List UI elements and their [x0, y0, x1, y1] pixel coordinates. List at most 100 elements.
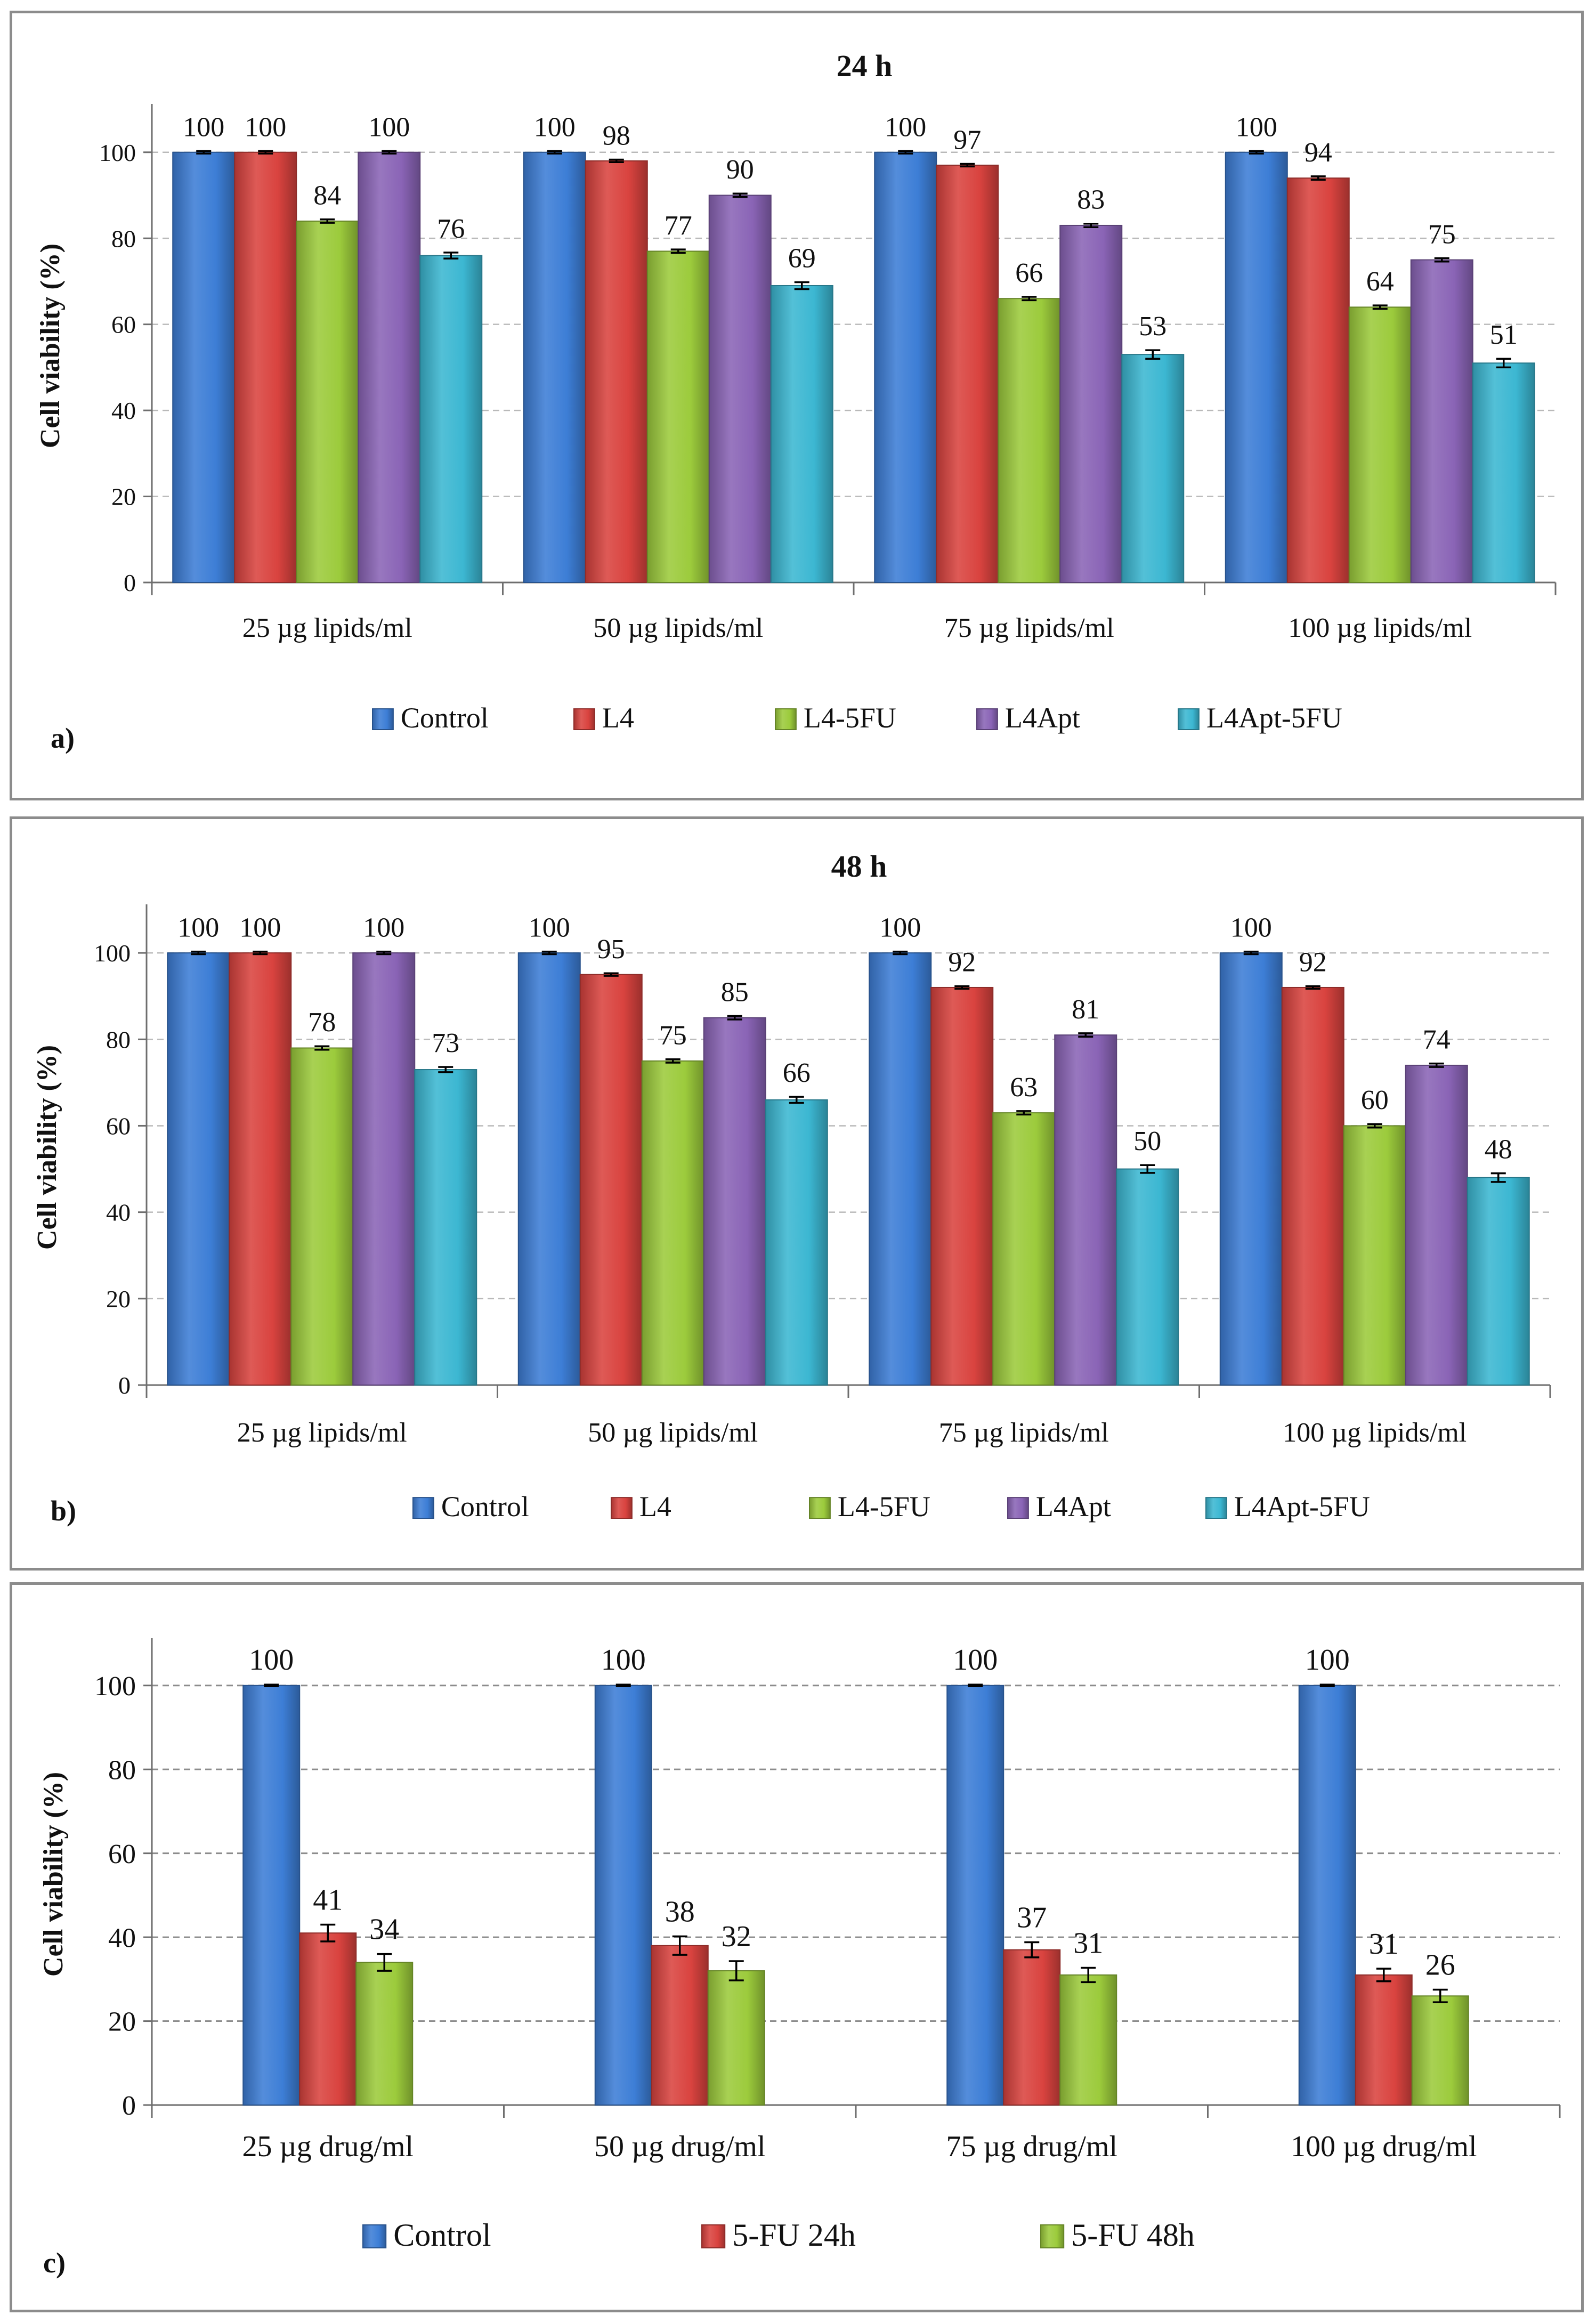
data-label: 63 [1010, 1072, 1038, 1103]
data-label: 100 [953, 1644, 998, 1677]
legend-swatch [701, 2224, 726, 2249]
legend-entry: L4Apt [1036, 1491, 1111, 1523]
bar-5-fu-24h [1355, 1974, 1413, 2106]
bar-control [946, 1685, 1004, 2106]
legend-swatch [372, 708, 394, 730]
bar-l4-5fu [1343, 1125, 1406, 1386]
legend-swatch [362, 2224, 387, 2249]
bar-l4 [1286, 177, 1350, 583]
data-label: 74 [1423, 1025, 1451, 1055]
bar-l4apt-5fu [1472, 362, 1535, 583]
bar-l4 [579, 974, 643, 1386]
data-label: 100 [534, 112, 576, 142]
bar-control [523, 151, 586, 583]
x-tick-label: 50 µg lipids/ml [588, 1418, 758, 1448]
y-axis-label: Cell viability (%) [35, 244, 66, 448]
legend-swatch [611, 1497, 633, 1519]
data-label: 26 [1425, 1949, 1455, 1982]
chart-panel-b: 48 h 0 20 40 60 80 100 Cell viability (%) 100 100… [10, 816, 1584, 1571]
bar-5-fu-48h [707, 1970, 765, 2106]
bar-l4apt-5fu [1121, 354, 1185, 583]
bar-l4-5fu [296, 220, 359, 583]
bar-control [1298, 1685, 1356, 2106]
legend-swatch [573, 708, 595, 730]
bar-control [517, 952, 581, 1386]
y-axis-label: Cell viability (%) [32, 1045, 62, 1250]
legend-entry: L4-5FU [838, 1491, 930, 1523]
legend-entry: Control [441, 1491, 529, 1523]
bar-l4apt [1059, 224, 1123, 583]
data-label: 92 [948, 948, 976, 978]
bar-l4 [229, 952, 292, 1386]
y-tick-label: 60 [106, 1113, 131, 1140]
x-tick-label: 100 µg drug/ml [1291, 2130, 1477, 2163]
y-tick-label: 80 [111, 225, 136, 252]
bar-l4 [936, 164, 999, 584]
bar-l4 [234, 151, 297, 583]
chart-a-svg: 24 h 0 20 40 60 80 100 Cell viability (%) 100 100… [35, 48, 1557, 754]
bar-l4-5fu [641, 1060, 704, 1386]
legend-entry: L4Apt [1005, 702, 1080, 734]
data-label: 100 [1236, 112, 1277, 142]
bar-l4apt [708, 195, 772, 584]
data-label: 60 [1361, 1085, 1389, 1115]
data-label: 41 [313, 1883, 343, 1916]
x-tick-label: 100 µg lipids/ml [1283, 1418, 1467, 1448]
bar-l4apt-5fu [414, 1069, 477, 1386]
y-tick-label: 20 [106, 1285, 131, 1313]
bar-control [874, 151, 937, 583]
bar-l4apt [1410, 259, 1473, 583]
bar-l4apt [352, 952, 416, 1386]
data-label: 83 [1077, 185, 1105, 215]
y-axis-label: Cell viability (%) [38, 1772, 69, 1977]
bar-l4apt-5fu [770, 285, 833, 583]
legend-entry: Control [393, 2217, 491, 2253]
bar-l4apt-5fu [419, 255, 483, 583]
bar-control [167, 952, 230, 1386]
y-tick-label: 20 [111, 483, 136, 511]
data-label: 94 [1305, 137, 1332, 168]
data-label: 66 [783, 1058, 811, 1088]
legend-entry: L4-5FU [804, 702, 896, 734]
legend-swatch [1040, 2224, 1065, 2249]
bar-l4-5fu [992, 1112, 1056, 1386]
bar-5-fu-24h [651, 1945, 709, 2106]
data-label: 48 [1485, 1135, 1512, 1165]
legend-entry: Control [401, 702, 489, 734]
data-label: 31 [1073, 1927, 1103, 1960]
data-label: 95 [597, 934, 625, 965]
x-tick-label: 25 µg lipids/ml [242, 613, 412, 643]
data-label: 73 [432, 1028, 459, 1058]
data-label: 100 [239, 913, 281, 943]
bar-control [242, 1685, 301, 2106]
bar-5-fu-24h [299, 1932, 357, 2106]
x-tick-label: 50 µg drug/ml [594, 2130, 766, 2163]
data-label: 92 [1299, 948, 1327, 978]
x-tick-label: 100 µg lipids/ml [1288, 613, 1472, 643]
bar-l4 [1281, 986, 1344, 1386]
y-tick-label: 40 [108, 1923, 136, 1953]
bar-control [869, 952, 932, 1386]
chart-panel-c: 0 20 40 60 80 100 Cell viability (%) 100 41 34 25 … [10, 1582, 1584, 2312]
panel-label: a) [51, 722, 75, 754]
legend-swatch [809, 1497, 831, 1519]
y-tick-label: 100 [94, 940, 131, 967]
bar-l4-5fu [1348, 306, 1412, 583]
y-tick-label: 60 [108, 1839, 136, 1869]
legend-entry: L4 [639, 1491, 671, 1523]
bar-l4-5fu [998, 298, 1061, 583]
bar-l4-5fu [290, 1047, 354, 1386]
bar-l4apt-5fu [1116, 1168, 1179, 1386]
data-label: 100 [1230, 913, 1272, 943]
bar-control [1219, 952, 1283, 1386]
legend-entry: L4Apt-5FU [1234, 1491, 1370, 1523]
data-label: 31 [1369, 1928, 1399, 1961]
data-label: 77 [665, 211, 692, 241]
data-label: 100 [529, 913, 570, 943]
legend-entry: 5-FU 48h [1071, 2217, 1195, 2253]
bar-l4 [930, 986, 994, 1386]
data-label: 81 [1072, 994, 1099, 1025]
y-tick-label: 20 [108, 2007, 136, 2037]
data-label: 100 [249, 1644, 294, 1677]
data-label: 100 [885, 112, 926, 142]
